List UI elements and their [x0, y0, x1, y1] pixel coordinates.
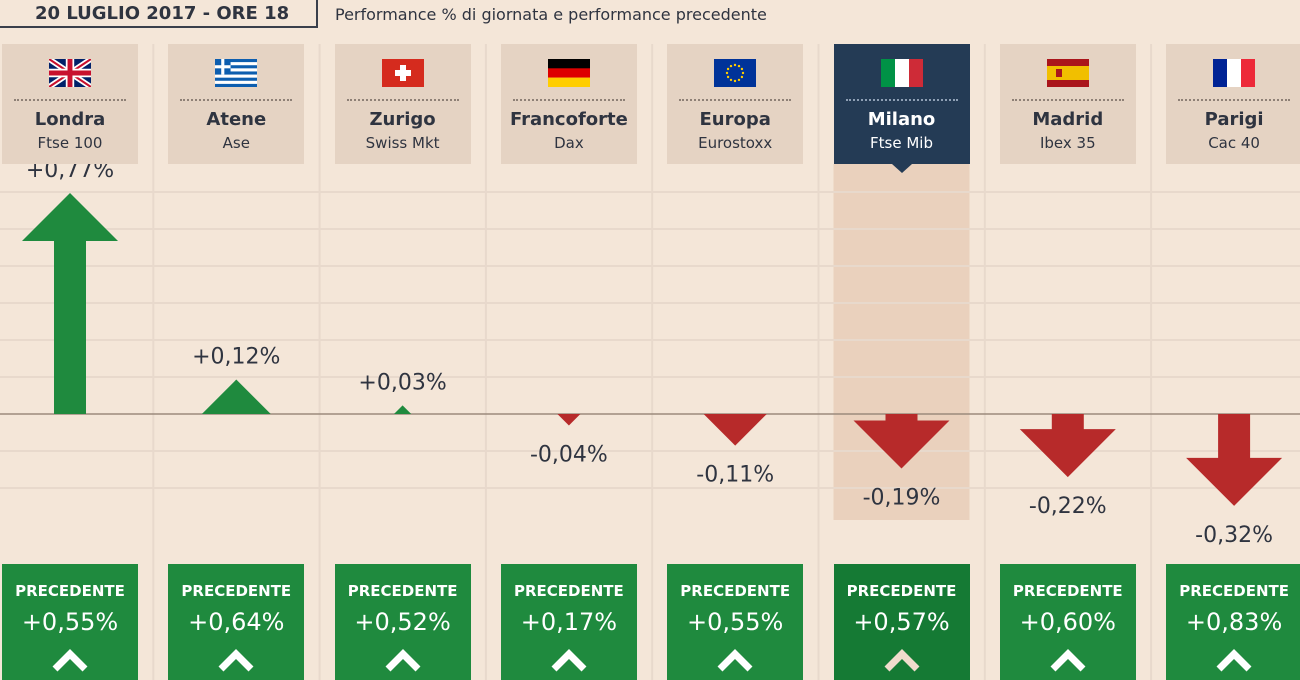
- market-header: Atene Ase: [168, 44, 305, 164]
- up-arrow-zurigo: [393, 405, 412, 414]
- index-name: Ase: [222, 134, 250, 152]
- italy-flag-icon: [880, 59, 923, 87]
- dotted-separator: [679, 99, 792, 101]
- switzerland-flag-icon: [381, 59, 424, 87]
- index-name: Swiss Mkt: [365, 134, 440, 152]
- uk-flag-icon: [47, 56, 93, 90]
- market-header: Parigi Cac 40: [1166, 44, 1300, 164]
- city-name: Atene: [206, 109, 267, 130]
- index-name: Eurostoxx: [698, 134, 773, 152]
- down-arrow-parigi: [1186, 414, 1283, 506]
- chevron-up-icon: [551, 649, 587, 672]
- city-name: Milano: [867, 109, 936, 130]
- chevron-up-icon: [52, 649, 88, 672]
- previous-label: PRECEDENTE: [15, 582, 125, 600]
- greece-flag-icon: [215, 59, 258, 87]
- pointer-icon: [891, 164, 912, 173]
- previous-box: PRECEDENTE +0,57%: [833, 564, 970, 680]
- previous-value: +0,57%: [853, 608, 950, 636]
- city-name: Europa: [699, 109, 771, 130]
- previous-value: +0,60%: [1019, 608, 1116, 636]
- previous-label: PRECEDENTE: [1179, 582, 1289, 600]
- market-header: Madrid Ibex 35: [999, 44, 1136, 164]
- previous-value: +0,52%: [354, 608, 451, 636]
- market-header: Francoforte Dax: [500, 44, 637, 164]
- previous-label: PRECEDENTE: [680, 582, 791, 600]
- value-label-europa: -0,11%: [696, 463, 774, 488]
- dotted-separator: [180, 99, 293, 101]
- market-header: Europa Eurostoxx: [667, 44, 804, 164]
- spain-flag-icon: [1046, 59, 1089, 87]
- index-name: Cac 40: [1208, 134, 1260, 152]
- chevron-up-icon: [385, 649, 421, 672]
- dotted-separator: [1011, 99, 1124, 101]
- previous-box: PRECEDENTE +0,55%: [2, 564, 138, 680]
- value-label-madrid: -0,22%: [1029, 494, 1107, 519]
- value-label-milano: -0,19%: [863, 486, 941, 511]
- previous-value: +0,17%: [520, 608, 618, 636]
- previous-box: PRECEDENTE +0,52%: [334, 564, 471, 680]
- index-name: Dax: [554, 134, 584, 152]
- germany-flag-icon: [547, 59, 590, 87]
- previous-value: +0,83%: [1185, 608, 1283, 636]
- index-name: Ibex 35: [1039, 134, 1096, 152]
- chevron-up-icon: [884, 649, 919, 672]
- down-arrow-francoforte: [557, 414, 581, 426]
- previous-box: PRECEDENTE +0,64%: [168, 564, 305, 680]
- index-name: Ftse 100: [37, 134, 103, 152]
- market-header: Zurigo Swiss Mkt: [334, 44, 471, 164]
- previous-label: PRECEDENTE: [846, 582, 957, 600]
- previous-value: +0,64%: [188, 608, 285, 636]
- city-name: Francoforte: [509, 109, 628, 130]
- dotted-separator: [346, 99, 459, 101]
- chart-subtitle: Performance % di giornata e performance …: [335, 5, 767, 24]
- market-header: Londra Ftse 100: [2, 44, 138, 164]
- previous-value: +0,55%: [687, 608, 784, 636]
- chevron-up-icon: [218, 649, 254, 672]
- value-label-francoforte: -0,04%: [530, 442, 608, 467]
- dotted-separator: [512, 99, 625, 101]
- down-arrow-madrid: [1019, 414, 1116, 478]
- up-arrow-atene: [201, 379, 271, 414]
- previous-label: PRECEDENTE: [181, 582, 292, 600]
- down-arrow-milano: [853, 414, 950, 469]
- index-name: Ftse Mib: [870, 134, 933, 152]
- chevron-up-icon: [1050, 649, 1086, 672]
- dotted-separator: [14, 99, 126, 101]
- city-name: Parigi: [1204, 109, 1264, 130]
- previous-label: PRECEDENTE: [347, 582, 458, 600]
- down-arrow-europa: [703, 414, 767, 446]
- dotted-separator: [845, 99, 958, 101]
- city-name: Londra: [34, 109, 106, 130]
- dotted-separator: [1178, 99, 1291, 101]
- previous-value: +0,55%: [21, 608, 119, 636]
- market-header: Milano Ftse Mib: [833, 44, 970, 173]
- previous-label: PRECEDENTE: [1012, 582, 1123, 600]
- city-name: Zurigo: [369, 109, 436, 130]
- up-arrow-londra: [22, 193, 118, 414]
- previous-box: PRECEDENTE +0,60%: [999, 564, 1136, 680]
- previous-box: PRECEDENTE +0,17%: [500, 564, 637, 680]
- france-flag-icon: [1213, 59, 1256, 87]
- value-label-parigi: -0,32%: [1195, 523, 1273, 548]
- value-label-atene: +0,12%: [192, 345, 280, 370]
- chevron-up-icon: [1216, 649, 1252, 672]
- chevron-up-icon: [717, 649, 753, 672]
- city-name: Madrid: [1032, 109, 1104, 130]
- previous-box: PRECEDENTE +0,83%: [1166, 564, 1300, 680]
- eu-flag-icon: [714, 59, 757, 87]
- date-box: 20 LUGLIO 2017 - ORE 18: [0, 0, 318, 28]
- previous-box: PRECEDENTE +0,55%: [667, 564, 804, 680]
- previous-label: PRECEDENTE: [514, 582, 624, 600]
- value-label-zurigo: +0,03%: [358, 370, 446, 395]
